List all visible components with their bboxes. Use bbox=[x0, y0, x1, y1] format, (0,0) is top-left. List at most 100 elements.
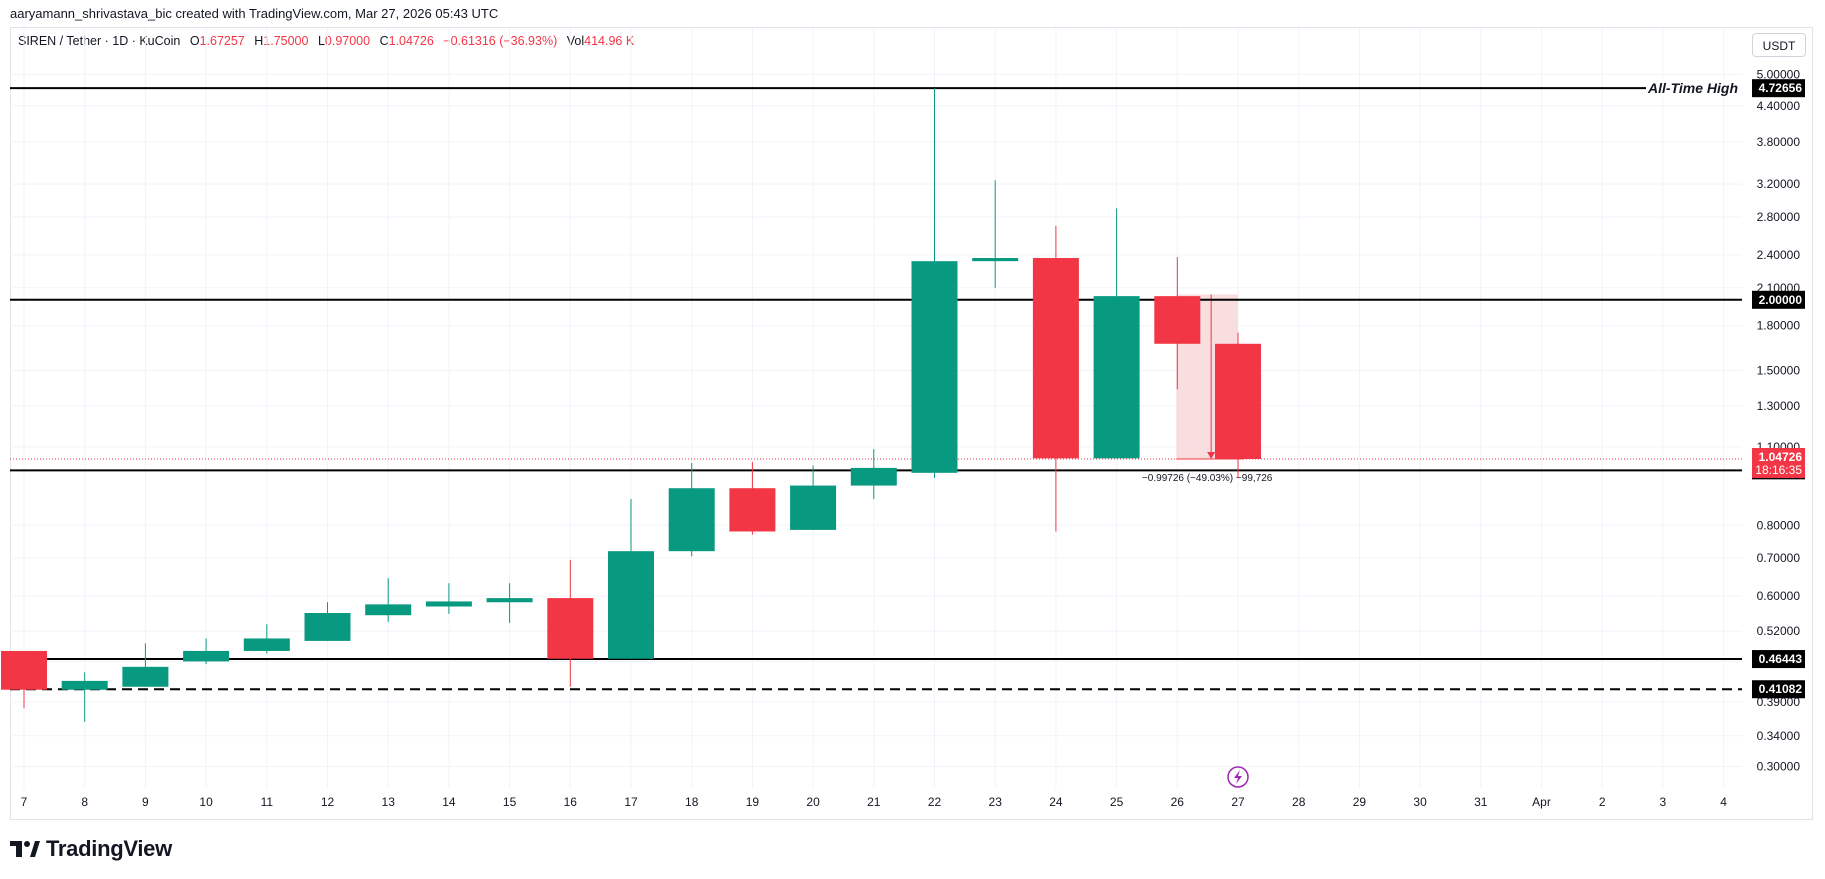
candle-body bbox=[1032, 258, 1079, 459]
tradingview-logo-icon bbox=[10, 841, 40, 857]
candle-body bbox=[425, 601, 472, 607]
last-price-label: 1.04726 bbox=[1759, 450, 1803, 464]
y-tick-label: 3.20000 bbox=[1757, 177, 1801, 191]
x-tick-label: 31 bbox=[1474, 795, 1488, 809]
candle-body bbox=[547, 598, 594, 659]
y-tick-label: 4.40000 bbox=[1757, 99, 1801, 113]
y-tick-label: 1.30000 bbox=[1757, 399, 1801, 413]
x-tick-label: 27 bbox=[1231, 795, 1245, 809]
measurement-label: −0.99726 (−49.03%) −99,726 bbox=[1142, 473, 1273, 484]
candle-body bbox=[486, 598, 533, 603]
candle-body bbox=[608, 551, 654, 659]
x-tick-label: 11 bbox=[261, 795, 274, 809]
level-annotation: All-Time High bbox=[1647, 80, 1738, 96]
x-tick-label: 14 bbox=[442, 795, 456, 809]
currency-button[interactable]: USDT bbox=[1752, 33, 1806, 57]
high-label: H bbox=[254, 34, 264, 48]
candle-body bbox=[183, 650, 230, 662]
low-label: L bbox=[317, 34, 325, 48]
x-tick-label: 26 bbox=[1171, 795, 1185, 809]
countdown-label: 18:16:35 bbox=[1755, 463, 1802, 477]
last-price-tag bbox=[1752, 447, 1805, 478]
low-value: 0.97000 bbox=[324, 34, 371, 48]
x-tick-label: 29 bbox=[1353, 795, 1367, 809]
x-tick-label: 20 bbox=[806, 795, 820, 809]
x-tick-label: 8 bbox=[81, 795, 88, 809]
y-tick-label: 2.40000 bbox=[1757, 248, 1801, 262]
x-tick-label: 25 bbox=[1110, 795, 1124, 809]
volume-label: Vol bbox=[566, 34, 585, 48]
x-tick-label: 17 bbox=[624, 795, 638, 809]
candle-body bbox=[1, 650, 47, 690]
x-tick-label: 13 bbox=[382, 795, 396, 809]
x-tick-label: 2 bbox=[1599, 795, 1606, 809]
candle-layer bbox=[1, 88, 1261, 722]
x-tick-label: 15 bbox=[503, 795, 517, 809]
x-tick-label: 10 bbox=[199, 795, 213, 809]
symbol-legend[interactable]: SIREN / Tether · 1D · KuCoin O1.67257 H1… bbox=[18, 34, 634, 48]
level-price-label: 4.72656 bbox=[1759, 81, 1803, 95]
candle-body bbox=[365, 604, 412, 616]
y-tick-label: 0.30000 bbox=[1757, 760, 1801, 774]
x-tick-label: 3 bbox=[1660, 795, 1667, 809]
candle-body bbox=[850, 467, 897, 486]
measurement-arrow-head bbox=[1207, 451, 1216, 459]
level-price-label: 2.00000 bbox=[1759, 293, 1803, 307]
x-tick-label: 12 bbox=[321, 795, 335, 809]
change-value: −0.61316 (−36.93%) bbox=[443, 34, 558, 48]
x-tick-label: 24 bbox=[1049, 795, 1063, 809]
close-value: 1.04726 bbox=[388, 34, 434, 48]
y-tick-label: 0.52000 bbox=[1757, 624, 1801, 638]
grid-layer bbox=[10, 28, 1742, 788]
x-tick-label: Apr bbox=[1532, 795, 1551, 809]
high-value: 1.75000 bbox=[263, 34, 309, 48]
chart-byline: aaryamann_shrivastava_bic created with T… bbox=[10, 6, 499, 21]
y-tick-label: 3.80000 bbox=[1757, 135, 1801, 149]
level-annotation-bg bbox=[1646, 79, 1742, 98]
level-price-tag bbox=[1752, 79, 1805, 98]
y-tick-label: 1.50000 bbox=[1757, 364, 1801, 378]
x-tick-label: 21 bbox=[867, 795, 881, 809]
axis-layer: 7 8 9 10 11 12 13 14 15 16 17 18 19 20 21 22 23 24 25 26 27 2… bbox=[21, 67, 1805, 809]
y-tick-label: 0.60000 bbox=[1757, 589, 1801, 603]
level-price-tag bbox=[1752, 290, 1805, 309]
candle-body bbox=[304, 613, 351, 641]
x-tick-label: 4 bbox=[1720, 795, 1727, 809]
candle-body bbox=[122, 666, 169, 687]
level-price-tag bbox=[1752, 680, 1805, 699]
candle-body bbox=[1154, 296, 1201, 344]
candle-body bbox=[1215, 343, 1261, 459]
y-tick-label: 0.39000 bbox=[1757, 695, 1801, 709]
x-tick-label: 22 bbox=[928, 795, 942, 809]
open-label: O bbox=[189, 34, 200, 48]
y-tick-label: 0.80000 bbox=[1757, 518, 1801, 532]
level-layer: All-Time High bbox=[10, 79, 1742, 691]
candle-body bbox=[1093, 296, 1140, 459]
close-label: C bbox=[379, 34, 389, 48]
symbol-title[interactable]: SIREN / Tether · 1D · KuCoin bbox=[18, 34, 181, 48]
candle-body bbox=[790, 485, 837, 530]
level-price-label: 0.46443 bbox=[1759, 652, 1803, 666]
y-tick-label: 5.00000 bbox=[1757, 67, 1801, 81]
y-tick-label: 0.70000 bbox=[1757, 551, 1801, 565]
x-tick-label: 30 bbox=[1413, 795, 1427, 809]
candle-body bbox=[243, 638, 290, 651]
chart-frame bbox=[10, 27, 1813, 820]
candle-body bbox=[61, 680, 108, 690]
level-price-tag bbox=[1752, 650, 1805, 669]
candle-body bbox=[729, 488, 776, 532]
tradingview-logo[interactable]: TradingView bbox=[10, 836, 172, 862]
x-tick-label: 28 bbox=[1292, 795, 1306, 809]
x-tick-label: 18 bbox=[685, 795, 699, 809]
y-tick-label: 0.34000 bbox=[1757, 729, 1801, 743]
lightning-icon bbox=[1234, 770, 1242, 784]
level-price-label: 0.41082 bbox=[1759, 682, 1803, 696]
x-tick-label: 19 bbox=[746, 795, 760, 809]
candle-body bbox=[972, 258, 1019, 262]
volume-value: 414.96 K bbox=[584, 34, 635, 48]
open-value: 1.67257 bbox=[199, 34, 245, 48]
x-tick-label: 7 bbox=[21, 795, 28, 809]
candle-body bbox=[668, 488, 715, 552]
y-tick-label: 1.80000 bbox=[1757, 319, 1801, 333]
